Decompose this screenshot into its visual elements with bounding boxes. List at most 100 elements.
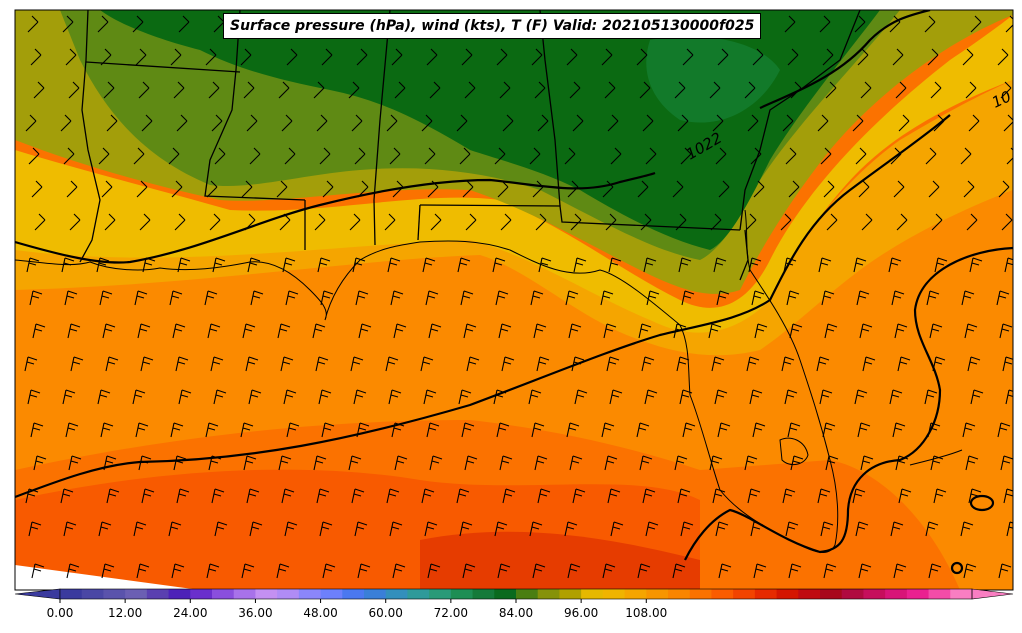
wind-barb — [785, 521, 799, 537]
wind-barb — [246, 488, 260, 504]
wind-barb — [249, 521, 263, 537]
colorbar-swatch — [950, 589, 973, 599]
wind-barb — [496, 48, 508, 66]
wind-barb — [602, 563, 616, 579]
wind-barb — [601, 422, 615, 438]
wind-barb — [752, 422, 766, 438]
wind-barb — [214, 147, 226, 165]
wind-barb — [889, 389, 903, 405]
wind-barb — [317, 257, 331, 273]
wind-barb — [933, 114, 945, 132]
wind-barb — [351, 488, 365, 504]
wind-barb — [27, 15, 39, 33]
wind-barb — [641, 356, 655, 372]
wind-barb — [176, 488, 190, 504]
wind-barb — [928, 180, 940, 198]
wind-barb — [285, 290, 299, 306]
wind-barb — [529, 521, 543, 537]
wind-barb — [69, 213, 81, 231]
wind-barb — [823, 563, 837, 579]
wind-barb — [535, 213, 547, 231]
wind-barb — [466, 356, 480, 372]
wind-barb — [532, 180, 544, 198]
wind-barb — [889, 15, 901, 33]
wind-barb — [570, 213, 582, 231]
wind-barb — [428, 323, 442, 339]
wind-barb — [30, 48, 42, 66]
colorbar-swatch — [689, 589, 712, 599]
wind-barb — [390, 290, 404, 306]
colorbar-swatch — [624, 589, 647, 599]
wind-barb — [573, 257, 587, 273]
wind-barb — [674, 81, 686, 99]
wind-barb — [970, 389, 984, 405]
wind-barb — [100, 422, 114, 438]
wind-barb — [386, 488, 400, 504]
wind-barb — [895, 455, 909, 471]
wind-barb — [860, 455, 874, 471]
wind-barb — [891, 290, 905, 306]
wind-barb — [574, 389, 588, 405]
wind-barb — [205, 422, 219, 438]
wind-barb — [501, 356, 515, 372]
wind-barb — [240, 48, 252, 66]
wind-barb — [745, 213, 757, 231]
wind-barb — [424, 147, 436, 165]
wind-barb — [1003, 114, 1013, 132]
wind-barb — [276, 563, 290, 579]
wind-barb — [101, 563, 115, 579]
wind-barb — [429, 81, 441, 99]
wind-barb — [998, 180, 1010, 198]
wind-barb — [788, 563, 802, 579]
colorbar-swatch — [125, 589, 148, 599]
wind-barb — [105, 356, 119, 372]
wind-barb — [610, 521, 624, 537]
wind-barb — [100, 48, 112, 66]
wind-barb — [64, 290, 78, 306]
colorbar-tick-label: 0.00 — [47, 606, 74, 620]
wind-barb — [394, 455, 408, 471]
wind-barb — [66, 180, 78, 198]
colorbar-swatch — [885, 589, 908, 599]
wind-barb — [927, 422, 941, 438]
wind-barb — [744, 455, 758, 471]
wind-barb — [642, 114, 654, 132]
wind-barb — [675, 213, 687, 231]
wind-barb — [718, 563, 732, 579]
colorbar-swatch — [646, 589, 669, 599]
wind-barb — [60, 114, 72, 132]
wind-barb — [97, 389, 111, 405]
wind-barb — [961, 290, 975, 306]
colorbar-swatch — [559, 589, 582, 599]
wind-barb — [353, 389, 367, 405]
wind-barb — [31, 563, 45, 579]
wind-barb — [243, 455, 257, 471]
wind-barb — [169, 290, 183, 306]
wind-barb — [963, 180, 975, 198]
wind-barb — [33, 455, 47, 471]
wind-barb — [175, 356, 189, 372]
colorbar-swatch — [385, 589, 408, 599]
wind-barb — [170, 422, 184, 438]
wind-barb — [708, 323, 722, 339]
wind-barb — [786, 290, 800, 306]
wind-barb — [65, 422, 79, 438]
wind-barb — [211, 488, 225, 504]
wind-barb — [898, 114, 910, 132]
wind-barb — [965, 81, 977, 99]
wind-barb — [930, 81, 942, 99]
wind-barb — [423, 389, 437, 405]
colorbar-swatch — [668, 589, 691, 599]
wind-barb — [852, 114, 864, 132]
wind-barb — [996, 290, 1010, 306]
wind-barb — [674, 455, 688, 471]
wind-barb — [861, 213, 873, 231]
wind-barb — [132, 15, 144, 33]
wind-barb — [136, 563, 150, 579]
wind-barb — [790, 455, 804, 471]
wind-barb — [98, 521, 112, 537]
wind-barb — [133, 147, 145, 165]
wind-barb — [173, 81, 185, 99]
wind-barb — [750, 521, 764, 537]
wind-barb — [106, 488, 120, 504]
